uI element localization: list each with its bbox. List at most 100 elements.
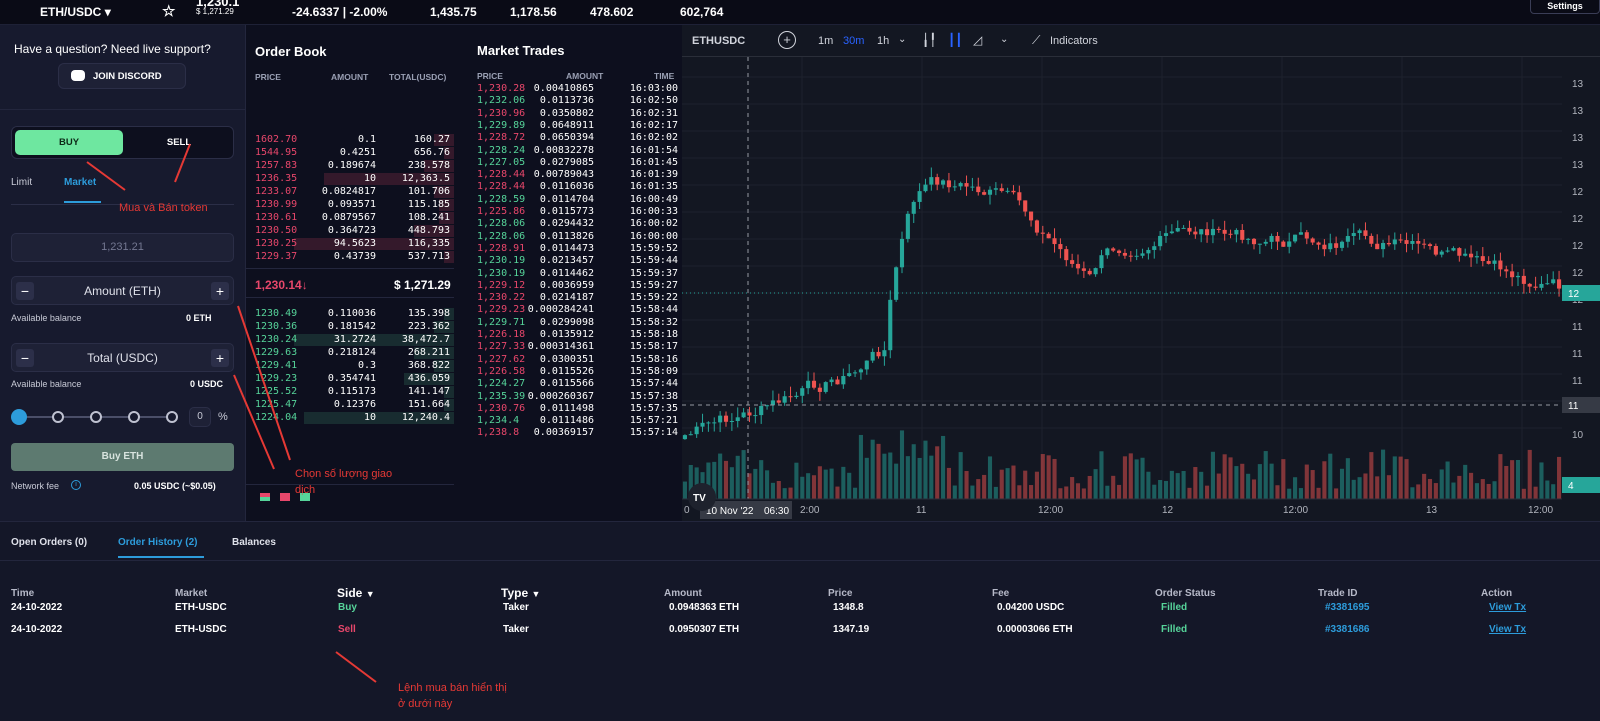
- ask-amount: 0.43739: [333, 251, 376, 262]
- x-tick-label: 11: [916, 505, 927, 516]
- info-icon[interactable]: i: [71, 480, 81, 490]
- percent-input[interactable]: 0: [189, 407, 211, 427]
- y-tick-label: 13: [1572, 133, 1584, 144]
- chevron-down-icon[interactable]: ⌄: [898, 34, 907, 45]
- slider-step-50[interactable]: [90, 411, 102, 423]
- sell-tab[interactable]: SELL: [166, 137, 192, 148]
- bid-row[interactable]: 1230.24 31.2724 38,472.7: [246, 334, 454, 346]
- candle-body: [1474, 256, 1479, 258]
- trade-price: 1,228.44: [477, 181, 526, 193]
- tab-order-history[interactable]: Order History (2): [118, 537, 198, 548]
- area-chart-icon[interactable]: ◿: [973, 33, 983, 47]
- volume-bar: [1521, 488, 1526, 499]
- candle-body: [1169, 231, 1174, 234]
- ask-row[interactable]: 1230.61 0.0879567 108.241: [246, 212, 454, 224]
- join-discord-button[interactable]: JOIN DISCORD: [58, 63, 186, 89]
- ask-row[interactable]: 1229.37 0.43739 537.713: [246, 251, 454, 263]
- trade-time: 16:01:39: [629, 169, 678, 181]
- volume-bar: [723, 460, 729, 499]
- volume-bar: [1498, 454, 1503, 499]
- total-label: Total (USDC): [87, 351, 158, 365]
- buy-eth-button[interactable]: Buy ETH: [11, 443, 234, 471]
- volume-bar: [929, 455, 934, 499]
- depth-bar: [434, 134, 454, 146]
- tab-limit[interactable]: Limit: [11, 177, 33, 188]
- bid-row[interactable]: 1230.36 0.181542 223.362: [246, 321, 454, 333]
- minus-icon[interactable]: −: [16, 282, 34, 300]
- ask-row[interactable]: 1602.70 0.1 160.27: [246, 134, 454, 146]
- x-tick-label: 13: [1426, 505, 1438, 516]
- volume-bar: [759, 460, 764, 499]
- bid-row[interactable]: 1229.63 0.218124 268.211: [246, 347, 454, 359]
- trade-price: 1,225.86: [477, 206, 526, 217]
- chart-symbol[interactable]: ETHUSDC: [692, 35, 746, 47]
- buy-tab[interactable]: BUY: [15, 130, 123, 155]
- volume-bar: [870, 439, 875, 499]
- indicators-icon[interactable]: ⟋: [1032, 33, 1041, 47]
- tab-open-orders[interactable]: Open Orders (0): [11, 537, 88, 548]
- volume-bar: [987, 456, 993, 499]
- tf-30m[interactable]: 30m: [843, 35, 865, 47]
- bar-chart-icon[interactable]: ╽╿: [922, 33, 937, 47]
- ask-row[interactable]: 1230.50 0.364723 448.793: [246, 225, 454, 237]
- plus-icon[interactable]: +: [211, 282, 229, 300]
- candle-body: [759, 405, 764, 416]
- ask-row[interactable]: 1233.07 0.0824817 101.706: [246, 186, 454, 198]
- ask-row[interactable]: 1230.25 94.5623 116,335: [246, 238, 454, 250]
- candlestick-plot[interactable]: 13131313121212121211111111101211401112:0…: [682, 57, 1600, 521]
- add-symbol-icon[interactable]: +: [778, 31, 796, 49]
- bid-row[interactable]: 1229.23 0.354741 436.059: [246, 373, 454, 385]
- price-field[interactable]: 1,231.21: [11, 233, 234, 262]
- bid-row[interactable]: 1225.47 0.12376 151.664: [246, 399, 454, 411]
- volume-bar: [794, 462, 799, 499]
- slider-handle[interactable]: [11, 409, 27, 425]
- volume-bar: [1117, 484, 1122, 499]
- view-bids-icon[interactable]: [300, 493, 310, 501]
- minus-icon[interactable]: −: [16, 349, 34, 367]
- candle-body: [1228, 233, 1233, 235]
- plus-icon[interactable]: +: [211, 349, 229, 367]
- bid-row[interactable]: 1230.49 0.110036 135.398: [246, 308, 454, 320]
- order-trade-id[interactable]: #3381695: [1325, 602, 1370, 613]
- header-type[interactable]: Type ▼: [501, 586, 540, 600]
- tab-balances[interactable]: Balances: [232, 537, 276, 548]
- bid-row[interactable]: 1229.41 0.3 368.822: [246, 360, 454, 372]
- chevron-down-icon[interactable]: ⌄: [1000, 34, 1009, 45]
- candle-body: [782, 396, 787, 403]
- amount-field[interactable]: − Amount (ETH) +: [11, 276, 234, 305]
- tf-1h[interactable]: 1h: [877, 35, 890, 47]
- bid-row[interactable]: 1225.52 0.115173 141.147: [246, 386, 454, 398]
- candle-body: [1427, 244, 1433, 247]
- view-both-icon[interactable]: [260, 493, 270, 501]
- tradingview-logo[interactable]: [688, 483, 716, 511]
- view-tx-link[interactable]: View Tx: [1489, 602, 1527, 613]
- trade-row: 1,227.05 0.0279085 16:01:45: [468, 157, 682, 169]
- header-side[interactable]: Side ▼: [337, 586, 375, 600]
- tf-1m[interactable]: 1m: [818, 35, 834, 47]
- candle-body: [853, 372, 858, 374]
- view-asks-icon[interactable]: [280, 493, 290, 501]
- ask-row[interactable]: 1544.95 0.4251 656.76: [246, 147, 454, 159]
- ask-row[interactable]: 1230.99 0.093571 115.185: [246, 199, 454, 211]
- depth-bar: [414, 225, 454, 237]
- volume-bar: [1034, 471, 1039, 499]
- star-icon[interactable]: ☆: [162, 3, 176, 20]
- ask-row[interactable]: 1236.35 10 12,363.5: [246, 173, 454, 185]
- ask-row[interactable]: 1257.83 0.189674 238.578: [246, 160, 454, 172]
- total-field[interactable]: − Total (USDC) +: [11, 343, 234, 372]
- slider-step-75[interactable]: [128, 411, 140, 423]
- slider-step-25[interactable]: [52, 411, 64, 423]
- tab-market[interactable]: Market: [64, 177, 97, 188]
- volume-bar: [688, 464, 693, 499]
- order-trade-id[interactable]: #3381686: [1325, 624, 1370, 635]
- view-tx-link[interactable]: View Tx: [1489, 624, 1527, 635]
- candle-body: [1087, 270, 1092, 275]
- candles-icon[interactable]: ┃┃: [948, 33, 963, 47]
- trade-amount: 0.0213457: [539, 255, 594, 267]
- indicators-button[interactable]: Indicators: [1050, 35, 1098, 47]
- pair-selector[interactable]: ETH/USDC ▾: [40, 5, 111, 19]
- slider-step-100[interactable]: [166, 411, 178, 423]
- candle-body: [1351, 233, 1356, 237]
- ask-amount: 0.093571: [327, 199, 376, 210]
- bid-amount: 0.181542: [327, 321, 376, 332]
